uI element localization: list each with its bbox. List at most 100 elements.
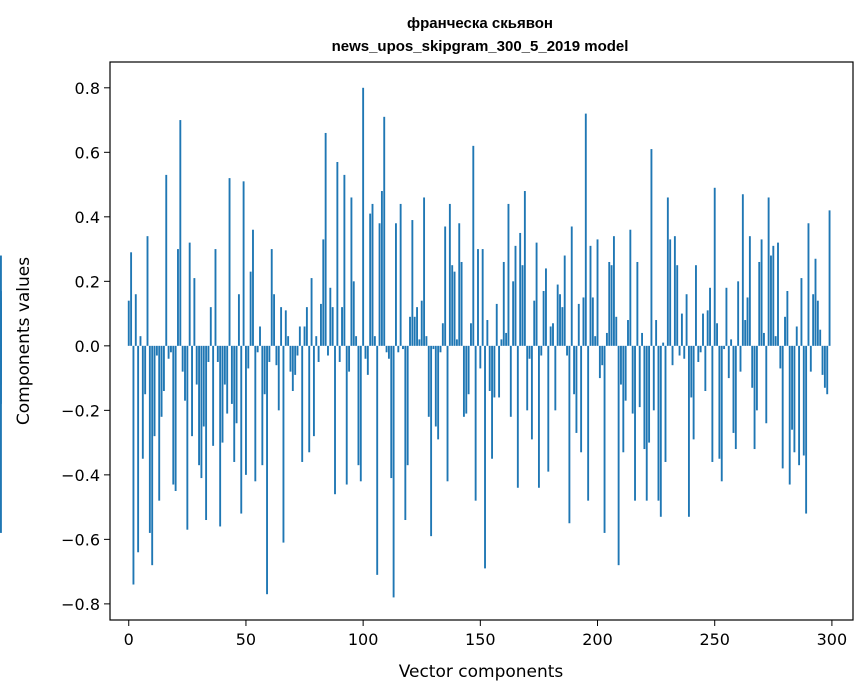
bar: [477, 249, 479, 346]
bar: [788, 345, 791, 485]
bar: [441, 323, 444, 346]
bar: [209, 307, 212, 346]
bar: [221, 345, 224, 443]
y-axis-ticks: −0.8 −0.6 −0.4 −0.2 0.0 0.2 0.4 0.6 0.8: [61, 79, 110, 614]
bar: [816, 300, 819, 346]
bar: [287, 336, 290, 346]
bar: [195, 345, 198, 385]
bar: [235, 345, 238, 424]
x-tick-label: 0: [124, 630, 134, 649]
bar: [662, 342, 665, 346]
bar: [247, 345, 250, 369]
bar: [245, 345, 247, 475]
bar: [800, 278, 803, 346]
y-tick-label: 0.8: [75, 79, 100, 98]
bar: [184, 345, 186, 401]
bar: [259, 326, 261, 346]
bar: [627, 320, 629, 346]
bar: [620, 345, 622, 385]
bar: [240, 345, 243, 514]
bar: [254, 345, 257, 482]
bar: [444, 226, 447, 346]
bar: [575, 345, 578, 433]
bar: [273, 294, 276, 346]
bar: [174, 345, 177, 491]
x-tick-label: 50: [236, 630, 256, 649]
bar: [448, 203, 451, 346]
bar: [191, 345, 193, 437]
bar: [587, 345, 590, 501]
bar: [615, 316, 618, 346]
bar: [322, 239, 325, 346]
bar: [399, 203, 402, 346]
bar: [460, 261, 463, 346]
bar: [305, 307, 308, 346]
bar: [455, 339, 458, 346]
y-tick-label: −0.6: [61, 530, 100, 549]
bar: [198, 345, 201, 466]
bar: [418, 339, 421, 346]
bar: [734, 345, 737, 450]
bar: [687, 345, 690, 517]
bar-series: [0, 87, 831, 598]
bar: [334, 345, 336, 495]
bar: [470, 323, 472, 346]
bar: [683, 345, 686, 359]
bar: [237, 294, 240, 346]
bar: [373, 336, 376, 346]
bar: [404, 345, 407, 521]
bar: [774, 336, 777, 346]
bar: [446, 345, 449, 482]
bar: [420, 300, 423, 346]
bar: [760, 239, 763, 346]
bar: [315, 336, 318, 346]
bar: [530, 345, 533, 440]
bar: [387, 345, 390, 359]
bar: [205, 345, 208, 521]
bar: [355, 336, 358, 346]
bar: [317, 345, 320, 362]
bar: [263, 345, 266, 395]
bar: [507, 203, 510, 346]
bar: [392, 345, 395, 598]
bar: [826, 345, 829, 395]
bar: [643, 345, 646, 450]
bar: [770, 255, 772, 346]
x-tick-label: 150: [465, 630, 496, 649]
bar: [280, 307, 283, 346]
bar: [737, 281, 740, 346]
bar: [491, 345, 493, 459]
bar: [512, 281, 515, 346]
bar: [474, 345, 477, 501]
bar: [268, 345, 271, 362]
bar: [352, 281, 355, 346]
bar: [134, 294, 137, 346]
bar: [680, 313, 683, 346]
bar: [296, 345, 299, 356]
bar: [214, 249, 217, 346]
bar: [179, 120, 182, 346]
bar: [395, 223, 397, 346]
bar: [519, 232, 522, 346]
bar: [641, 332, 643, 346]
bar: [141, 345, 144, 459]
bar: [589, 245, 592, 346]
bar: [277, 345, 280, 411]
bar: [233, 345, 236, 462]
bar: [329, 287, 332, 346]
bar: [655, 320, 658, 346]
bar: [202, 345, 205, 427]
bar: [725, 287, 728, 346]
bar: [821, 345, 824, 375]
bar: [486, 320, 489, 346]
bar: [666, 197, 669, 346]
bar: [802, 345, 805, 456]
bar: [617, 345, 620, 566]
bar: [144, 345, 147, 395]
bar: [781, 345, 784, 469]
bar: [502, 261, 505, 346]
bar: [568, 345, 571, 524]
bar: [212, 345, 215, 446]
bar: [479, 345, 482, 369]
bar: [467, 345, 470, 395]
